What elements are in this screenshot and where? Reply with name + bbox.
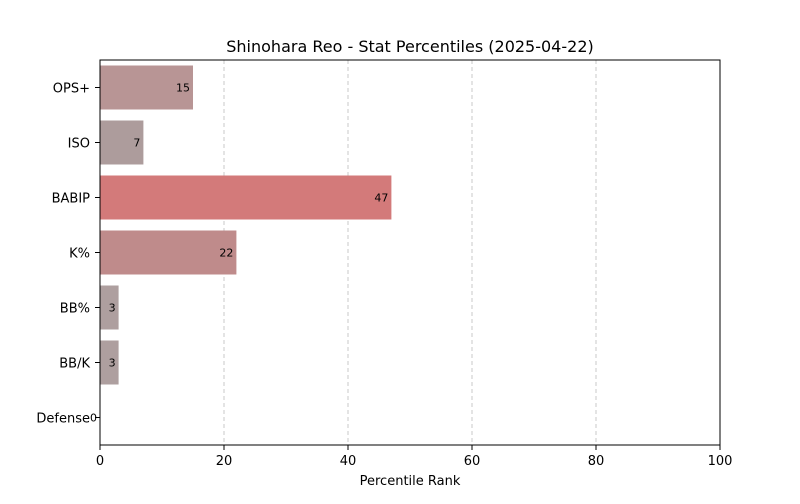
x-tick-label: 80 [588,454,605,469]
x-tick-label: 60 [464,454,481,469]
y-tick-label: BB% [60,302,90,317]
bar [100,340,119,385]
x-tick-label: 0 [96,454,104,469]
chart-title: Shinohara Reo - Stat Percentiles (2025-0… [226,37,593,56]
y-tick-label: K% [69,247,90,262]
bar [100,285,119,330]
y-tick-label: OPS+ [53,82,90,97]
x-axis-label: Percentile Rank [360,474,461,489]
y-tick-label: BB/K [59,357,90,372]
bar-value-label: 15 [176,82,190,95]
bar-value-label: 3 [109,357,116,370]
bars: 15 7 47 22 3 3 0 [90,65,392,425]
bar [100,120,144,165]
x-tick-label: 40 [340,454,357,469]
x-tick-label: 100 [708,454,733,469]
bar [100,65,193,110]
bar-value-label: 7 [133,137,140,150]
y-tick-label: BABIP [52,192,91,207]
bar-value-label: 0 [90,412,97,425]
bar-value-label: 47 [374,192,388,205]
y-tick-label: ISO [68,137,90,152]
axes: 0 20 40 60 80 100 OPS+ ISO BABIP K% BB% BB/K Defense [36,82,732,470]
bar-value-label: 3 [109,302,116,315]
bar [100,175,392,220]
bar [100,230,237,275]
x-tick-label: 20 [216,454,233,469]
bar-value-label: 22 [219,247,233,260]
y-tick-label: Defense [36,412,90,427]
